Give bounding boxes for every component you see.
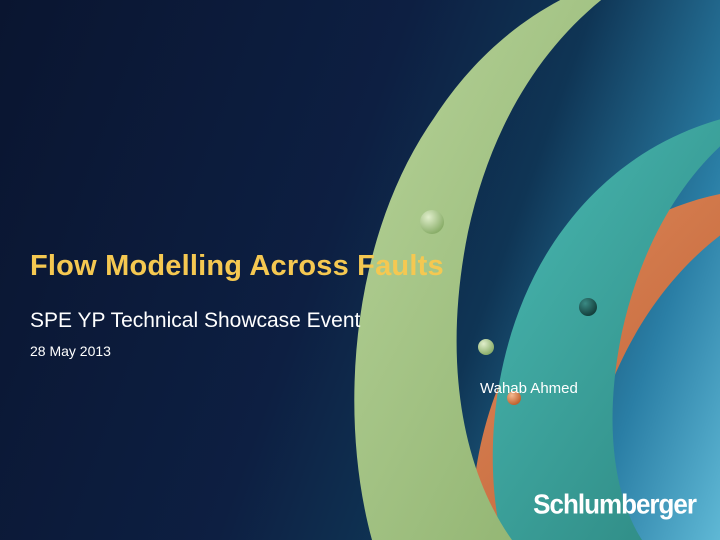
slide-subtitle: SPE YP Technical Showcase Event xyxy=(30,309,444,333)
slide-author: Wahab Ahmed xyxy=(480,380,578,397)
crescent-teal xyxy=(493,110,720,540)
slide-date: 28 May 2013 xyxy=(30,343,444,359)
slide-title: Flow Modelling Across Faults xyxy=(30,250,444,283)
crescent-orange xyxy=(472,188,720,540)
sphere-teal xyxy=(579,298,597,316)
company-logo: Schlumberger xyxy=(533,488,696,521)
sphere-green-1 xyxy=(420,210,444,234)
slide-content: Flow Modelling Across Faults SPE YP Tech… xyxy=(30,250,444,383)
sphere-green-2 xyxy=(478,339,494,355)
